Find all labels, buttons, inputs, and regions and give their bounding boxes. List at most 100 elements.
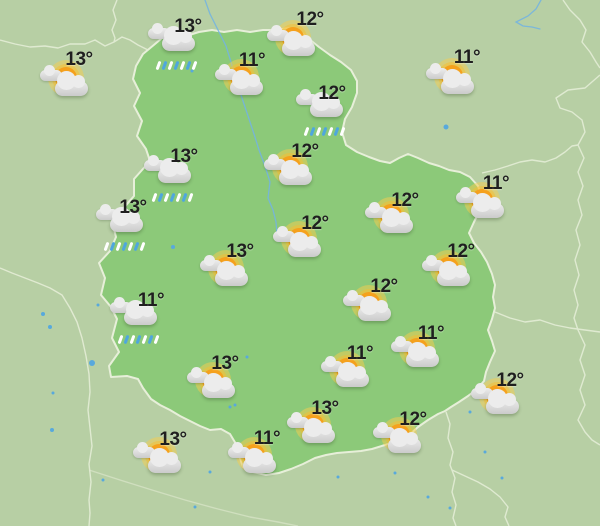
small-cloud-icon [215, 64, 237, 80]
rivers [204, 0, 542, 235]
big-cloud-icon [288, 232, 321, 257]
sun-behind-clouds-icon[interactable] [321, 351, 371, 397]
small-cloud-icon [373, 422, 395, 438]
sun-behind-clouds-icon[interactable] [273, 221, 323, 267]
small-cloud-icon [287, 412, 309, 428]
small-cloud-icon [228, 442, 250, 458]
small-cloud-icon [426, 63, 448, 79]
big-cloud-icon [388, 428, 421, 453]
big-cloud-icon [162, 26, 195, 51]
sun-behind-clouds-icon[interactable] [187, 362, 237, 408]
temperature-label: 11° [137, 290, 165, 311]
sun-behind-clouds-icon[interactable] [133, 437, 183, 483]
sun-behind-clouds-icon[interactable] [200, 250, 250, 296]
rain-streaks-icon [117, 334, 160, 345]
small-cloud-icon [273, 226, 295, 242]
border-line [481, 144, 579, 174]
sun-behind-clouds-icon[interactable] [426, 58, 476, 104]
big-cloud-icon [243, 448, 276, 473]
sun-behind-clouds-icon[interactable] [391, 331, 441, 377]
big-cloud-icon [158, 158, 191, 183]
small-cloud-icon [187, 367, 209, 383]
temperature-label: 12° [301, 213, 329, 234]
rain-streaks-icon [155, 60, 198, 71]
rain-cloud-icon[interactable] [96, 204, 148, 252]
big-cloud-icon [471, 193, 504, 218]
temperature-label: 11° [238, 50, 266, 71]
small-cloud-icon [133, 442, 155, 458]
small-cloud-icon [96, 204, 118, 220]
small-cloud-icon [264, 154, 286, 170]
border-line [0, 36, 149, 51]
rain-cloud-icon[interactable] [144, 155, 196, 203]
big-cloud-icon [124, 300, 157, 325]
small-cloud-icon [148, 23, 170, 39]
sun-behind-clouds-icon[interactable] [365, 197, 415, 243]
sun-behind-clouds-icon[interactable] [373, 417, 423, 463]
sun-behind-clouds-icon[interactable] [40, 60, 90, 106]
small-cloud-icon [321, 356, 343, 372]
temperature-label: 11° [482, 173, 510, 194]
rain-streaks-icon [151, 192, 194, 203]
small-cloud-icon [391, 336, 413, 352]
rain-cloud-icon[interactable] [110, 297, 162, 345]
temperature-label: 13° [159, 429, 187, 450]
sun-behind-clouds-icon[interactable] [471, 378, 521, 424]
sun-behind-clouds-icon[interactable] [343, 285, 393, 331]
sun-behind-clouds-icon[interactable] [264, 149, 314, 195]
big-cloud-icon [441, 69, 474, 94]
temperature-label: 12° [447, 241, 475, 262]
temperature-label: 12° [399, 409, 427, 430]
temperature-label: 13° [170, 146, 198, 167]
sun-behind-clouds-icon[interactable] [267, 20, 317, 66]
border-line [88, 469, 299, 526]
border-line [562, 0, 600, 69]
border-line [0, 267, 93, 526]
sun-behind-clouds-icon[interactable] [287, 407, 337, 453]
temperature-label: 12° [296, 9, 324, 30]
sun-behind-clouds-icon[interactable] [456, 182, 506, 228]
sun-behind-clouds-icon[interactable] [422, 250, 472, 296]
rain-cloud-icon[interactable] [296, 89, 348, 137]
big-cloud-icon [437, 261, 470, 286]
small-cloud-icon [422, 255, 444, 271]
temperature-label: 12° [291, 141, 319, 162]
river [514, 0, 542, 30]
small-cloud-icon [471, 383, 493, 399]
sun-behind-clouds-icon[interactable] [228, 437, 278, 483]
temperature-label: 11° [346, 343, 374, 364]
big-cloud-icon [148, 448, 181, 473]
sun-behind-clouds-icon[interactable] [215, 59, 265, 105]
temperature-label: 13° [65, 49, 93, 70]
small-cloud-icon [40, 65, 62, 81]
rain-cloud-icon[interactable] [148, 23, 200, 71]
temperature-label: 13° [174, 16, 202, 37]
small-cloud-icon [267, 25, 289, 41]
